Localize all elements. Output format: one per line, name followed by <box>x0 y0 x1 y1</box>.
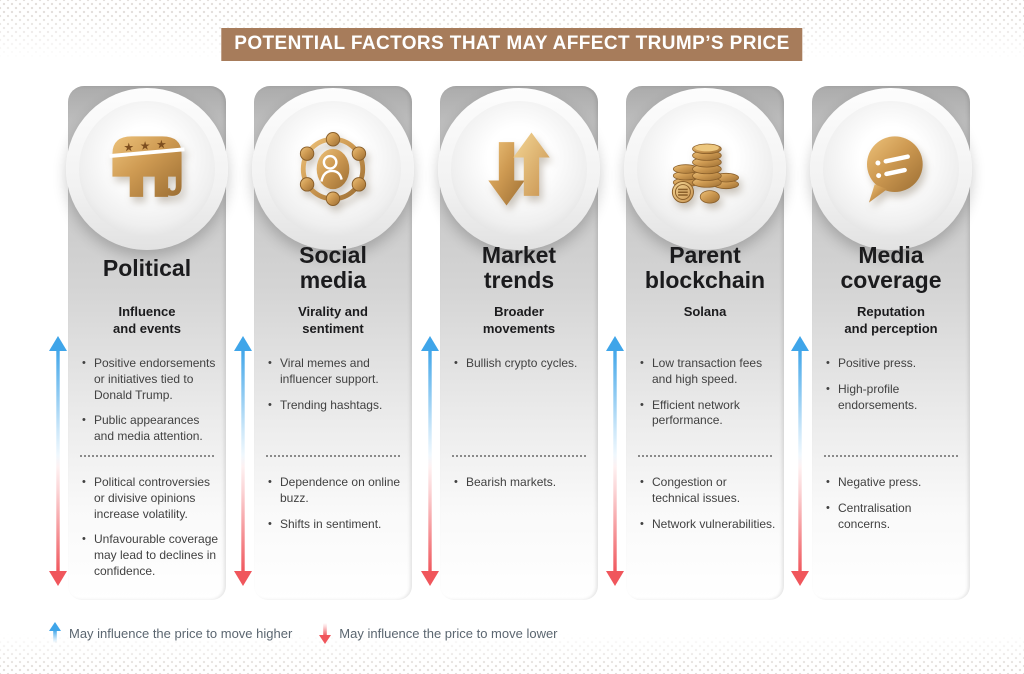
bullet-item: Network vulnerabilities. <box>639 517 777 533</box>
icon-circle-inner <box>265 101 401 237</box>
dotted-divider <box>80 455 214 457</box>
legend-item-higher: May influence the price to move higher <box>48 622 292 644</box>
column-subtitle: Reputation and perception <box>844 304 938 336</box>
higher-factors-list: Positive endorsements or initiatives tie… <box>81 356 219 455</box>
coin-stacks-icon <box>671 143 739 204</box>
up-down-flow-arrows <box>606 336 624 586</box>
legend: May influence the price to move higher M… <box>48 622 558 644</box>
column-title: Political <box>102 254 192 281</box>
bullet-item: Positive endorsements or initiatives tie… <box>81 356 219 403</box>
bullet-item: Political controversies or divisive opin… <box>81 475 219 522</box>
column-subtitle: Broader movements <box>482 304 556 336</box>
icon-circle-inner <box>637 101 773 237</box>
column-subtitle: Solana <box>683 304 727 319</box>
up-down-flow-arrows <box>234 336 252 586</box>
bullet-item: Congestion or technical issues. <box>639 475 777 507</box>
dotted-divider <box>824 455 958 457</box>
bullet-item: Bearish markets. <box>453 475 591 491</box>
lower-factors-list: Dependence on online buzz. Shifts in sen… <box>267 475 405 542</box>
bullet-item: Shifts in sentiment. <box>267 517 405 533</box>
bullet-item: Public appearances and media attention. <box>81 413 219 445</box>
lower-factors-list: Political controversies or divisive opin… <box>81 475 219 590</box>
column-subtitle: Virality and sentiment <box>298 304 368 336</box>
page-title: POTENTIAL FACTORS THAT MAY AFFECT TRUMP’… <box>221 28 803 61</box>
bullet-item: High-profile endorsements. <box>825 382 963 414</box>
legend-lower-label: May influence the price to move lower <box>339 625 558 641</box>
down-arrow-icon <box>319 623 332 644</box>
social-network-icon <box>299 132 367 206</box>
icon-circle <box>810 88 972 250</box>
up-down-flow-arrows <box>421 336 439 586</box>
bullet-item: Bullish crypto cycles. <box>453 356 591 372</box>
republican-elephant-icon <box>109 136 185 197</box>
up-down-arrows-icon <box>488 132 550 206</box>
higher-factors-list: Viral memes and influencer support. Tren… <box>267 356 405 423</box>
lower-factors-list: Negative press. Centralisation concerns. <box>825 475 963 542</box>
column-subtitle: Influence and events <box>113 304 181 336</box>
speech-bubble-icon <box>867 136 923 203</box>
bullet-item: Dependence on online buzz. <box>267 475 405 507</box>
bullet-item: Trending hashtags. <box>267 398 405 414</box>
bullet-item: Negative press. <box>825 475 963 491</box>
icon-circle <box>66 88 228 250</box>
bullet-item: Centralisation concerns. <box>825 501 963 533</box>
factor-column-parent-blockchain: Parent blockchain Solana Low transaction… <box>624 86 786 600</box>
dotted-divider <box>452 455 586 457</box>
bullet-item: Viral memes and influencer support. <box>267 356 405 388</box>
icon-circle-inner <box>451 101 587 237</box>
bullet-item: Positive press. <box>825 356 963 372</box>
dotted-divider <box>266 455 400 457</box>
up-down-flow-arrows <box>791 336 809 586</box>
lower-factors-list: Congestion or technical issues. Network … <box>639 475 777 542</box>
legend-item-lower: May influence the price to move lower <box>318 622 558 644</box>
column-title: Social media <box>299 242 367 293</box>
column-title: Media coverage <box>840 242 942 293</box>
factor-column-social-media: Social media Virality and sentiment Vira… <box>252 86 414 600</box>
icon-circle <box>624 88 786 250</box>
factor-column-political: Political Influence and events Positive … <box>66 86 228 600</box>
up-down-flow-arrows <box>49 336 67 586</box>
bullet-item: Unfavourable coverage may lead to declin… <box>81 532 219 579</box>
lower-factors-list: Bearish markets. <box>453 475 591 501</box>
bullet-item: Efficient network performance. <box>639 398 777 430</box>
bullet-item: Low transaction fees and high speed. <box>639 356 777 388</box>
icon-circle <box>252 88 414 250</box>
icon-circle <box>438 88 600 250</box>
factor-column-media-coverage: Media coverage Reputation and perception… <box>810 86 972 600</box>
higher-factors-list: Positive press. High-profile endorsement… <box>825 356 963 423</box>
icon-circle-inner <box>823 101 959 237</box>
dotted-divider <box>638 455 772 457</box>
column-title: Market trends <box>481 242 557 293</box>
higher-factors-list: Low transaction fees and high speed. Eff… <box>639 356 777 439</box>
up-arrow-icon <box>49 622 61 643</box>
column-title: Parent blockchain <box>644 242 766 293</box>
higher-factors-list: Bullish crypto cycles. <box>453 356 591 382</box>
factor-column-market-trends: Market trends Broader movements Bullish … <box>438 86 600 600</box>
icon-circle-inner <box>79 101 215 237</box>
legend-higher-label: May influence the price to move higher <box>69 625 293 641</box>
